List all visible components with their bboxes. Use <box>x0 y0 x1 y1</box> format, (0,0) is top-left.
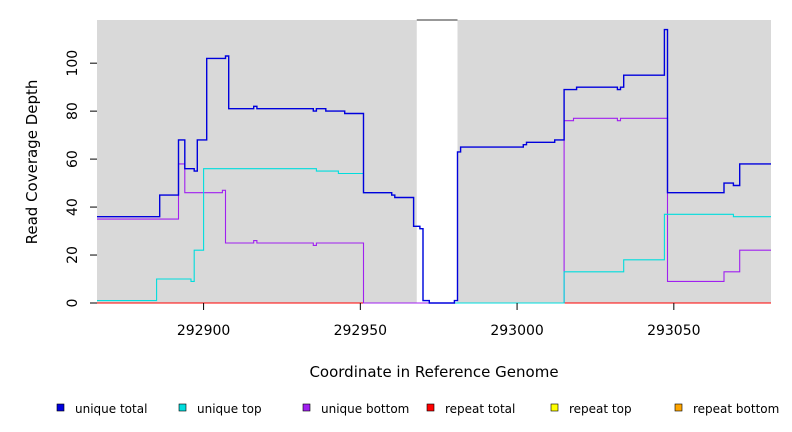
legend-swatch <box>178 403 187 412</box>
legend-item: unique bottom <box>302 402 409 416</box>
legend-swatch <box>674 403 683 412</box>
y-tick-label: 60 <box>65 150 81 168</box>
legend-swatch <box>302 403 311 412</box>
legend-swatch <box>426 403 435 412</box>
legend-label: repeat top <box>569 402 632 416</box>
y-axis-title: Read Coverage Depth <box>23 80 41 245</box>
plot-background <box>457 20 771 303</box>
legend-item: repeat total <box>426 402 515 416</box>
x-tick-label: 293000 <box>490 323 543 339</box>
y-tick-label: 100 <box>65 50 81 77</box>
legend-item: unique top <box>178 402 262 416</box>
legend-label: unique total <box>75 402 147 416</box>
legend-item: repeat bottom <box>674 402 779 416</box>
legend-item: repeat top <box>550 402 632 416</box>
legend-item: unique total <box>56 402 147 416</box>
series-line-unique-total <box>97 28 771 304</box>
axes: 292900 292950 293000 293050 0 20 40 60 80 100 <box>65 50 701 339</box>
y-tick-label: 80 <box>65 102 81 120</box>
legend-label: repeat bottom <box>693 402 779 416</box>
x-axis-title: Coordinate in Reference Genome <box>309 363 558 381</box>
x-tick-label: 292950 <box>334 323 387 339</box>
legend-label: unique top <box>197 402 262 416</box>
y-tick-label: 0 <box>65 299 81 308</box>
legend-swatch <box>550 403 559 412</box>
series-layer <box>97 28 771 304</box>
legend-swatch <box>56 403 65 412</box>
y-tick-label: 20 <box>65 246 81 264</box>
plot-background <box>97 20 417 303</box>
x-tick-label: 292900 <box>177 323 230 339</box>
x-tick-label: 293050 <box>647 323 700 339</box>
legend-label: unique bottom <box>321 402 409 416</box>
legend-label: repeat total <box>445 402 515 416</box>
legend: unique total unique top unique bottom repea… <box>56 402 779 416</box>
y-tick-label: 40 <box>65 198 81 216</box>
plot-area <box>97 19 771 303</box>
